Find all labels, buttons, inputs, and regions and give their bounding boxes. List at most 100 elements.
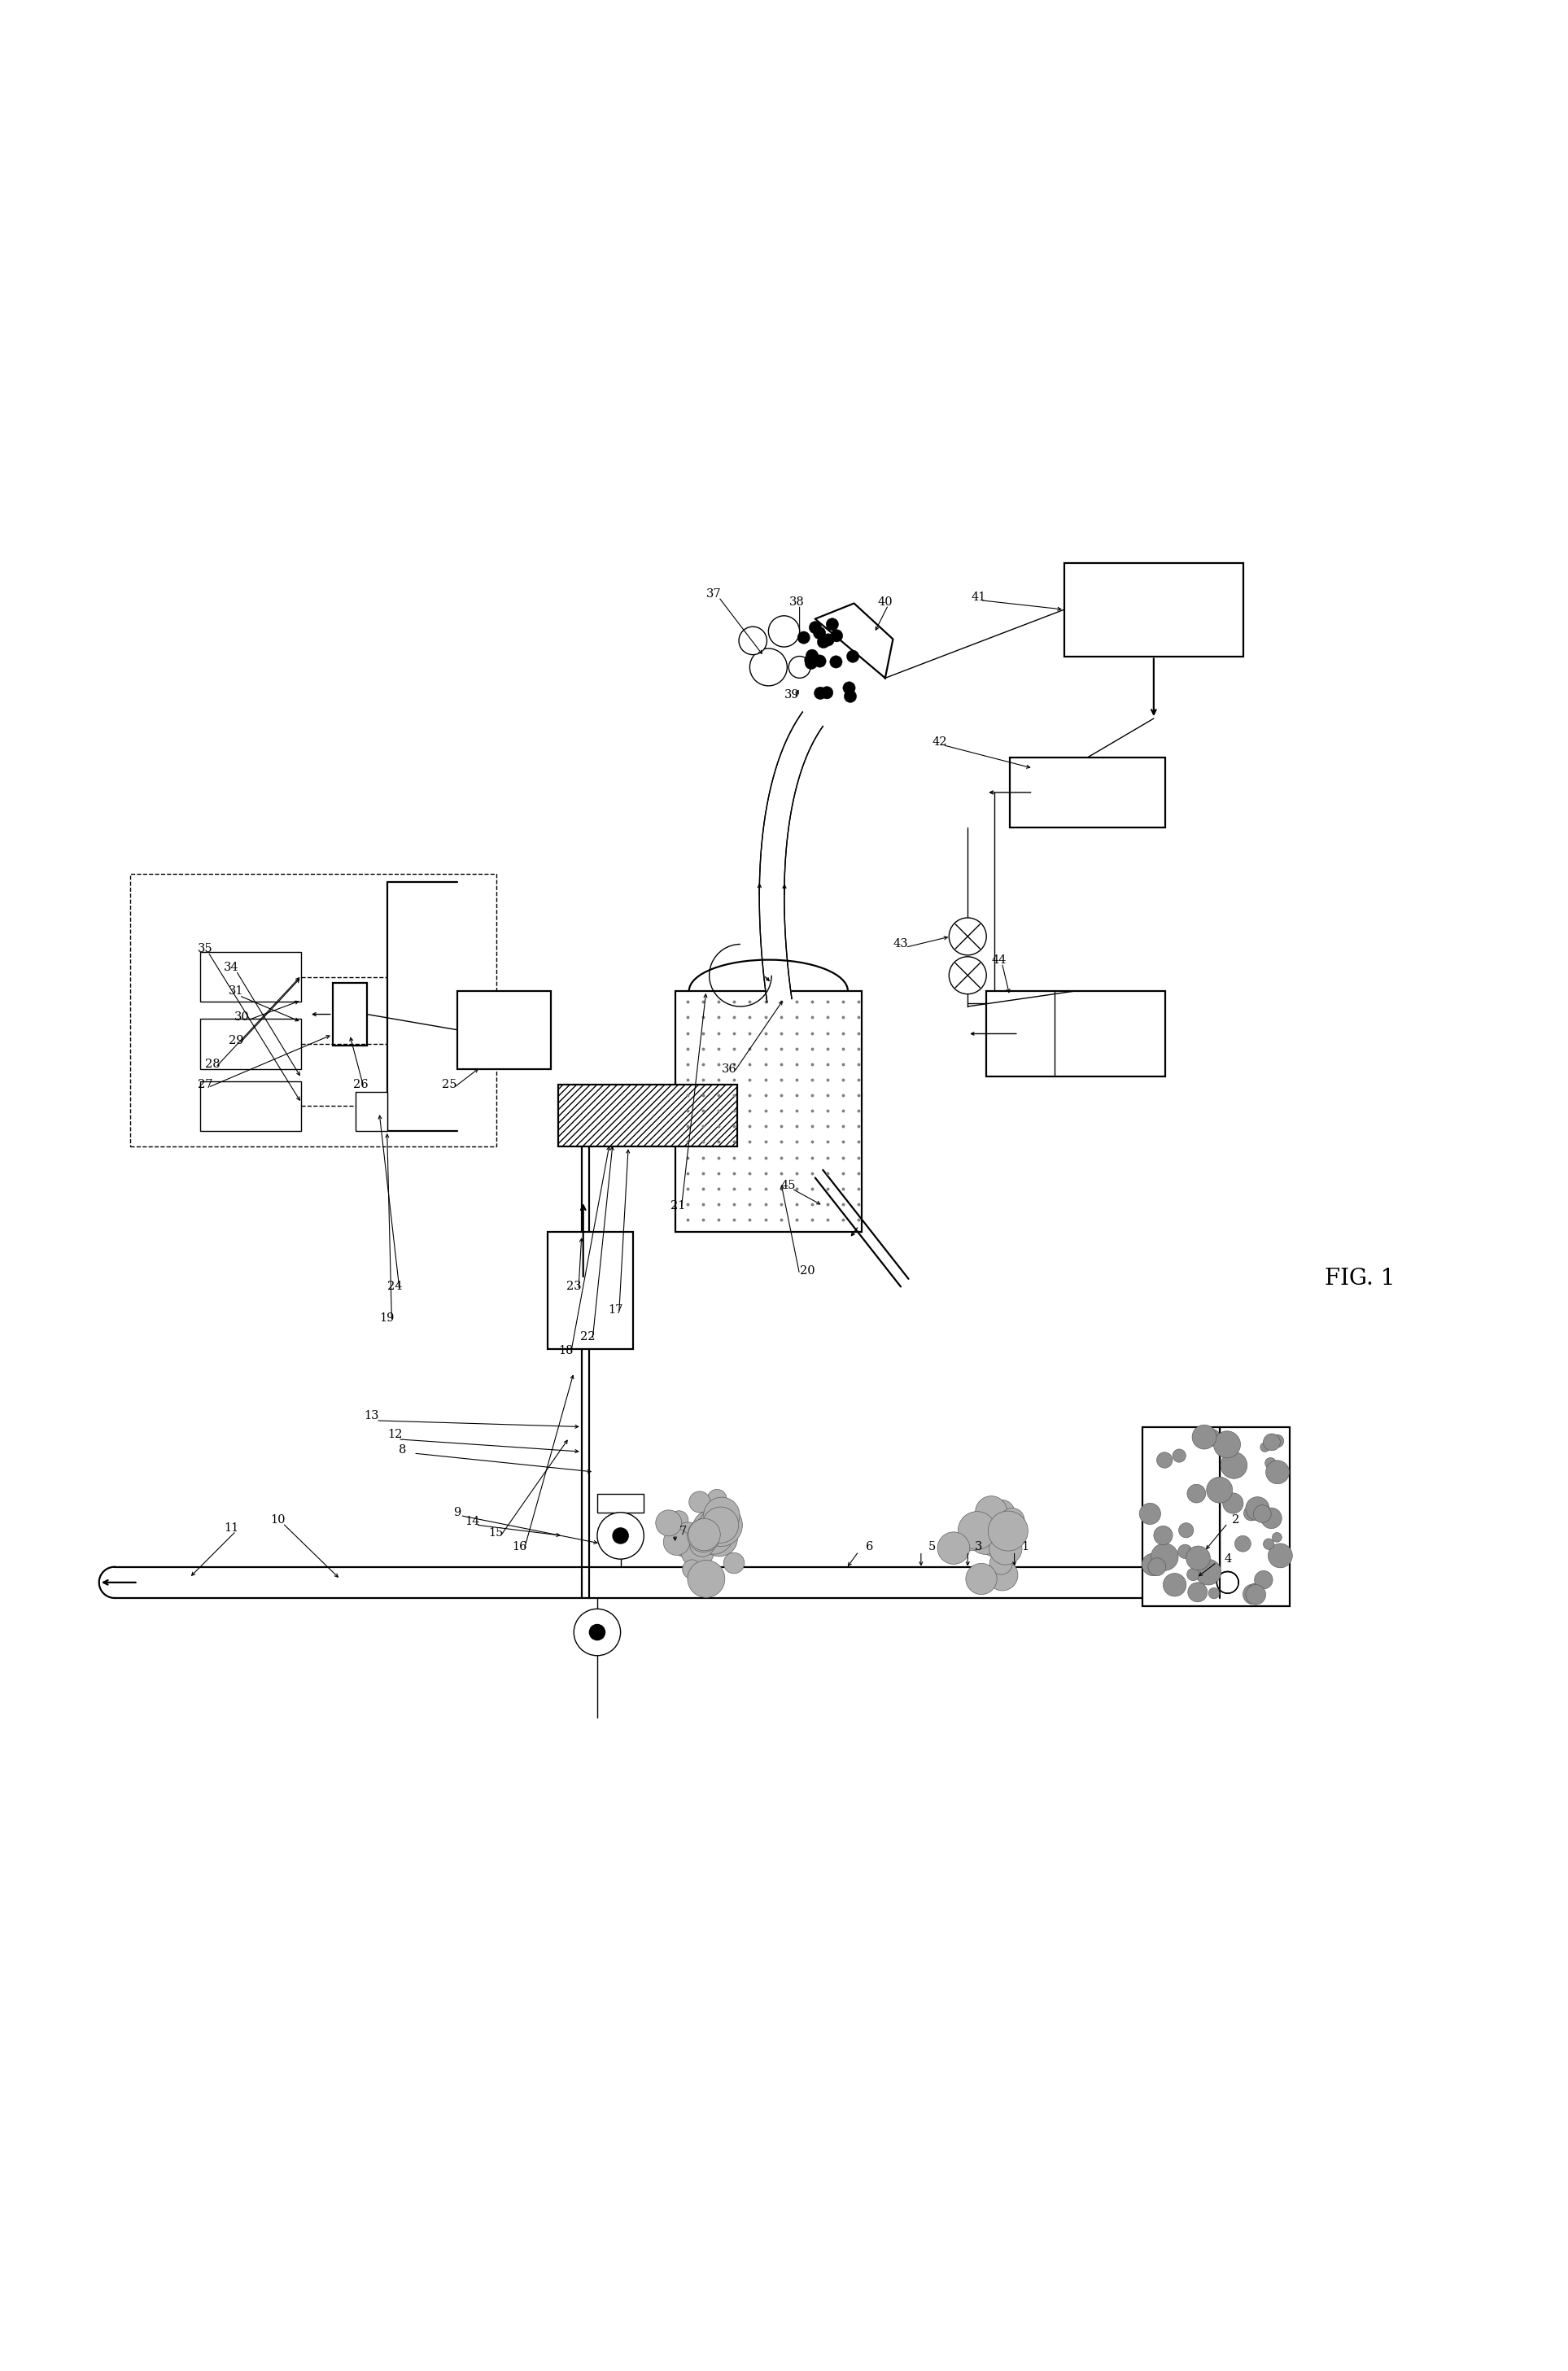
- Circle shape: [789, 657, 811, 678]
- Bar: [201, 1020, 301, 1069]
- Circle shape: [1220, 1451, 1247, 1480]
- Bar: [676, 991, 862, 1233]
- Text: 26: 26: [353, 1079, 368, 1091]
- Text: 16: 16: [511, 1541, 527, 1553]
- Circle shape: [1187, 1484, 1206, 1503]
- Circle shape: [1157, 1451, 1173, 1468]
- Text: 15: 15: [489, 1527, 503, 1539]
- Circle shape: [707, 1489, 726, 1508]
- Bar: [1010, 756, 1165, 827]
- Circle shape: [1189, 1581, 1207, 1603]
- Circle shape: [949, 956, 986, 993]
- Text: 6: 6: [866, 1541, 873, 1553]
- Text: 3: 3: [975, 1541, 983, 1553]
- Circle shape: [1248, 1584, 1262, 1596]
- Bar: [558, 1084, 737, 1148]
- Circle shape: [967, 1520, 1004, 1555]
- Circle shape: [688, 1517, 720, 1551]
- Circle shape: [723, 1553, 745, 1574]
- Circle shape: [989, 1532, 1022, 1565]
- Circle shape: [1179, 1522, 1193, 1539]
- Bar: [986, 991, 1165, 1076]
- Text: 7: 7: [679, 1525, 687, 1536]
- Circle shape: [590, 1624, 605, 1641]
- Circle shape: [1154, 1527, 1173, 1546]
- Text: 23: 23: [566, 1280, 582, 1292]
- Text: 13: 13: [364, 1411, 379, 1423]
- Circle shape: [814, 688, 826, 699]
- Text: 20: 20: [800, 1266, 815, 1278]
- Polygon shape: [759, 711, 823, 1003]
- Text: 37: 37: [706, 588, 721, 600]
- Circle shape: [966, 1562, 997, 1593]
- Circle shape: [831, 628, 844, 643]
- Circle shape: [1261, 1508, 1281, 1529]
- Circle shape: [958, 1510, 996, 1551]
- Circle shape: [1204, 1430, 1220, 1446]
- Circle shape: [804, 654, 817, 666]
- Circle shape: [1140, 1503, 1160, 1525]
- Circle shape: [826, 619, 839, 631]
- Circle shape: [693, 1520, 715, 1541]
- Circle shape: [829, 657, 842, 669]
- Circle shape: [814, 654, 826, 666]
- Text: 10: 10: [271, 1515, 285, 1527]
- Text: 9: 9: [453, 1506, 461, 1517]
- Circle shape: [1173, 1449, 1185, 1463]
- Circle shape: [1265, 1458, 1276, 1468]
- Circle shape: [988, 1520, 1016, 1546]
- Circle shape: [817, 635, 829, 647]
- Text: 19: 19: [379, 1311, 395, 1323]
- Circle shape: [1185, 1546, 1210, 1570]
- Circle shape: [989, 1553, 1013, 1574]
- Circle shape: [975, 1496, 1007, 1527]
- Circle shape: [1209, 1589, 1220, 1598]
- Text: 8: 8: [398, 1444, 406, 1456]
- Text: 45: 45: [781, 1181, 797, 1190]
- Text: 29: 29: [229, 1036, 243, 1046]
- Circle shape: [688, 1491, 710, 1513]
- Circle shape: [997, 1510, 1021, 1534]
- Circle shape: [1261, 1442, 1270, 1451]
- Text: 27: 27: [198, 1079, 212, 1091]
- Circle shape: [1142, 1553, 1165, 1577]
- Bar: [201, 953, 301, 1003]
- Circle shape: [1214, 1432, 1240, 1458]
- Circle shape: [977, 1522, 1010, 1555]
- Circle shape: [1148, 1558, 1167, 1577]
- Text: 35: 35: [198, 944, 213, 956]
- Circle shape: [1206, 1477, 1232, 1503]
- Circle shape: [989, 1501, 1014, 1527]
- Circle shape: [1178, 1544, 1192, 1558]
- Text: 18: 18: [558, 1344, 574, 1356]
- Circle shape: [698, 1508, 726, 1536]
- Circle shape: [574, 1610, 621, 1655]
- Text: 17: 17: [608, 1304, 624, 1316]
- Circle shape: [1187, 1567, 1200, 1581]
- Circle shape: [1272, 1532, 1281, 1541]
- Text: 38: 38: [789, 595, 804, 607]
- Circle shape: [808, 652, 820, 666]
- Circle shape: [693, 1510, 731, 1548]
- Text: 4: 4: [1225, 1553, 1231, 1565]
- Circle shape: [847, 650, 859, 662]
- Circle shape: [670, 1510, 688, 1529]
- Circle shape: [687, 1560, 724, 1598]
- Circle shape: [1264, 1434, 1279, 1451]
- Text: FIG. 1: FIG. 1: [1325, 1268, 1396, 1290]
- Circle shape: [681, 1536, 713, 1567]
- Circle shape: [1000, 1520, 1022, 1541]
- Circle shape: [1254, 1570, 1273, 1589]
- Bar: [356, 1093, 387, 1131]
- Text: 21: 21: [671, 1200, 685, 1212]
- Text: 31: 31: [229, 986, 243, 996]
- Circle shape: [1245, 1584, 1265, 1605]
- Circle shape: [949, 918, 986, 956]
- Circle shape: [739, 626, 767, 654]
- Circle shape: [597, 1513, 644, 1560]
- Bar: [1142, 1427, 1290, 1605]
- Circle shape: [1223, 1453, 1243, 1475]
- Circle shape: [1269, 1544, 1292, 1567]
- Bar: [130, 875, 495, 1148]
- Circle shape: [798, 631, 811, 645]
